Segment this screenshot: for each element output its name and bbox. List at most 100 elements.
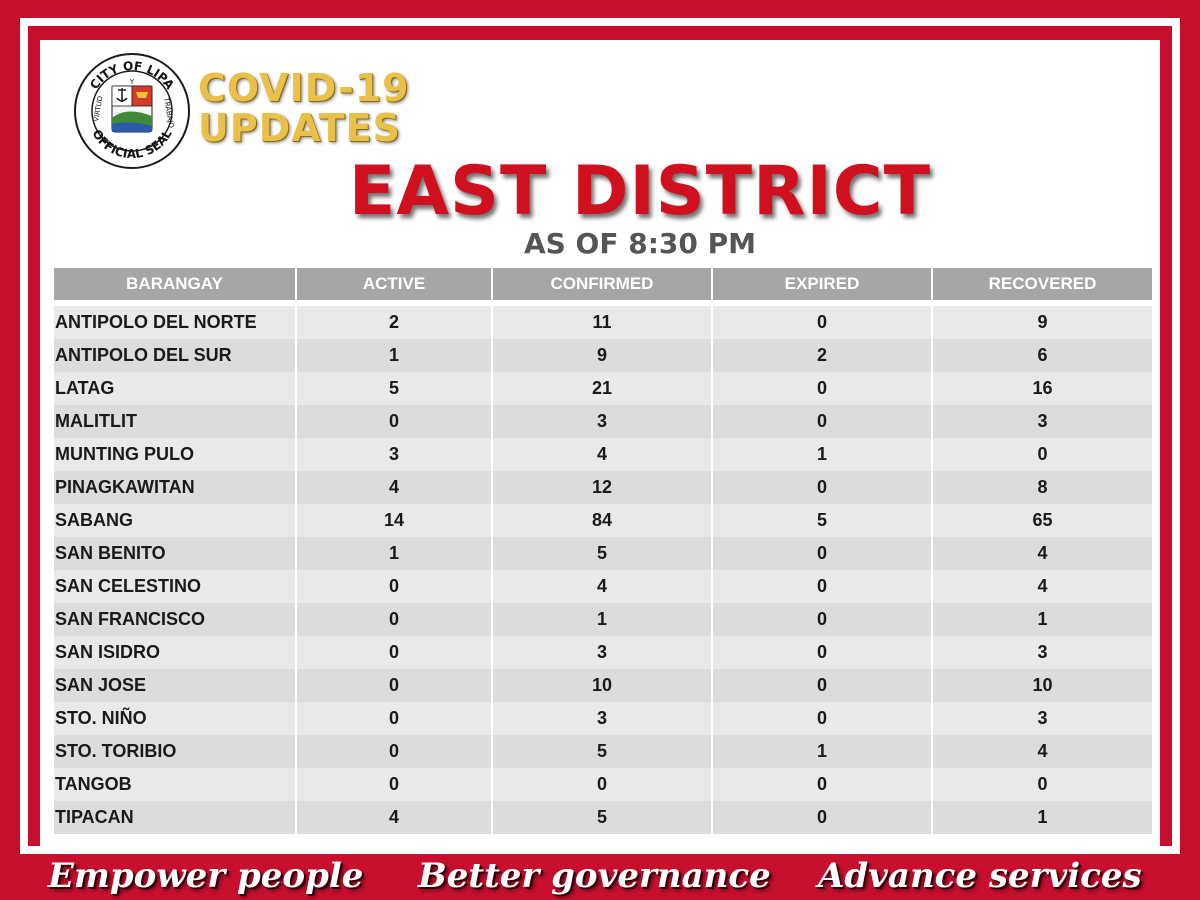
barangay-cell: PINAGKAWITAN: [54, 471, 296, 504]
recovered-cell: 65: [931, 504, 1152, 537]
confirmed-cell: 10: [491, 669, 712, 702]
recovered-cell: 3: [931, 702, 1152, 735]
slogan-better-governance: Better governance: [418, 856, 771, 896]
active-cell: 0: [295, 603, 492, 636]
table-row: SAN FRANCISCO 0 1 0 1: [54, 603, 1152, 636]
expired-cell: 0: [711, 537, 932, 570]
confirmed-cell: 3: [491, 636, 712, 669]
table-row: ANTIPOLO DEL NORTE 2 11 0 9: [54, 306, 1152, 339]
seal-center-letter: Y: [129, 78, 135, 86]
active-cell: 2: [295, 306, 492, 339]
recovered-cell: 9: [931, 306, 1152, 339]
footer-slogans: Empower people Better governance Advance…: [0, 852, 1200, 900]
table-row: ANTIPOLO DEL SUR 1 9 2 6: [54, 339, 1152, 372]
expired-cell: 0: [711, 669, 932, 702]
table-row: SAN ISIDRO 0 3 0 3: [54, 636, 1152, 669]
recovered-cell: 0: [931, 768, 1152, 801]
barangay-cell: SAN CELESTINO: [54, 570, 296, 603]
as-of-timestamp: AS OF 8:30 PM: [523, 227, 757, 260]
active-cell: 0: [295, 702, 492, 735]
barangay-cell: ANTIPOLO DEL NORTE: [54, 306, 296, 339]
covid-line-1: COVID-19: [198, 66, 410, 110]
table-row: LATAG 5 21 0 16: [54, 372, 1152, 405]
table-row: TANGOB 0 0 0 0: [54, 768, 1152, 801]
column-header-expired: EXPIRED: [711, 268, 932, 300]
expired-cell: 0: [711, 306, 932, 339]
active-cell: 0: [295, 735, 492, 768]
barangay-cell: TANGOB: [54, 768, 296, 801]
recovered-cell: 4: [931, 735, 1152, 768]
table-row: SABANG 14 84 5 65: [54, 504, 1152, 537]
barangay-cell: SAN ISIDRO: [54, 636, 296, 669]
active-cell: 3: [295, 438, 492, 471]
active-cell: 0: [295, 570, 492, 603]
recovered-cell: 1: [931, 801, 1152, 834]
expired-cell: 2: [711, 339, 932, 372]
active-cell: 0: [295, 636, 492, 669]
column-header-barangay: BARANGAY: [54, 268, 296, 300]
confirmed-cell: 5: [491, 735, 712, 768]
table-row: SAN CELESTINO 0 4 0 4: [54, 570, 1152, 603]
table-row: STO. NIÑO 0 3 0 3: [54, 702, 1152, 735]
recovered-cell: 6: [931, 339, 1152, 372]
column-header-confirmed: CONFIRMED: [491, 268, 712, 300]
active-cell: 14: [295, 504, 492, 537]
covid-updates-heading: COVID-19 UPDATES: [198, 68, 410, 148]
expired-cell: 0: [711, 603, 932, 636]
confirmed-cell: 0: [491, 768, 712, 801]
expired-cell: 0: [711, 405, 932, 438]
confirmed-cell: 5: [491, 537, 712, 570]
recovered-cell: 3: [931, 636, 1152, 669]
recovered-cell: 4: [931, 537, 1152, 570]
column-header-recovered: RECOVERED: [931, 268, 1152, 300]
table-row: SAN BENITO 1 5 0 4: [54, 537, 1152, 570]
slogan-empower-people: Empower people: [48, 856, 364, 896]
active-cell: 0: [295, 669, 492, 702]
barangay-cell: SAN JOSE: [54, 669, 296, 702]
barangay-cell: LATAG: [54, 372, 296, 405]
expired-cell: 0: [711, 801, 932, 834]
barangay-cell: SAN FRANCISCO: [54, 603, 296, 636]
expired-cell: 0: [711, 372, 932, 405]
barangay-cell: STO. NIÑO: [54, 702, 296, 735]
city-seal-logo: CITY OF LIPA OFFICIAL SEAL Y VIRTUD TRAB…: [74, 53, 190, 169]
confirmed-cell: 5: [491, 801, 712, 834]
barangay-cases-table: BARANGAY ACTIVE CONFIRMED EXPIRED RECOVE…: [54, 268, 1152, 834]
recovered-cell: 4: [931, 570, 1152, 603]
barangay-cell: MALITLIT: [54, 405, 296, 438]
expired-cell: 1: [711, 438, 932, 471]
expired-cell: 0: [711, 471, 932, 504]
expired-cell: 5: [711, 504, 932, 537]
active-cell: 0: [295, 405, 492, 438]
confirmed-cell: 21: [491, 372, 712, 405]
recovered-cell: 8: [931, 471, 1152, 504]
confirmed-cell: 3: [491, 702, 712, 735]
expired-cell: 0: [711, 570, 932, 603]
active-cell: 1: [295, 537, 492, 570]
confirmed-cell: 11: [491, 306, 712, 339]
confirmed-cell: 12: [491, 471, 712, 504]
barangay-cell: MUNTING PULO: [54, 438, 296, 471]
table-row: PINAGKAWITAN 4 12 0 8: [54, 471, 1152, 504]
table-row: SAN JOSE 0 10 0 10: [54, 669, 1152, 702]
table-row: STO. TORIBIO 0 5 1 4: [54, 735, 1152, 768]
covid-line-2: UPDATES: [198, 106, 401, 150]
active-cell: 4: [295, 801, 492, 834]
expired-cell: 1: [711, 735, 932, 768]
barangay-cell: STO. TORIBIO: [54, 735, 296, 768]
active-cell: 5: [295, 372, 492, 405]
recovered-cell: 0: [931, 438, 1152, 471]
confirmed-cell: 1: [491, 603, 712, 636]
expired-cell: 0: [711, 636, 932, 669]
recovered-cell: 16: [931, 372, 1152, 405]
expired-cell: 0: [711, 768, 932, 801]
recovered-cell: 10: [931, 669, 1152, 702]
confirmed-cell: 3: [491, 405, 712, 438]
column-header-active: ACTIVE: [295, 268, 492, 300]
table-row: MUNTING PULO 3 4 1 0: [54, 438, 1152, 471]
table-header-row: BARANGAY ACTIVE CONFIRMED EXPIRED RECOVE…: [54, 268, 1152, 300]
table-row: TIPACAN 4 5 0 1: [54, 801, 1152, 834]
district-title: EAST DISTRICT: [348, 152, 932, 231]
active-cell: 1: [295, 339, 492, 372]
barangay-cell: TIPACAN: [54, 801, 296, 834]
